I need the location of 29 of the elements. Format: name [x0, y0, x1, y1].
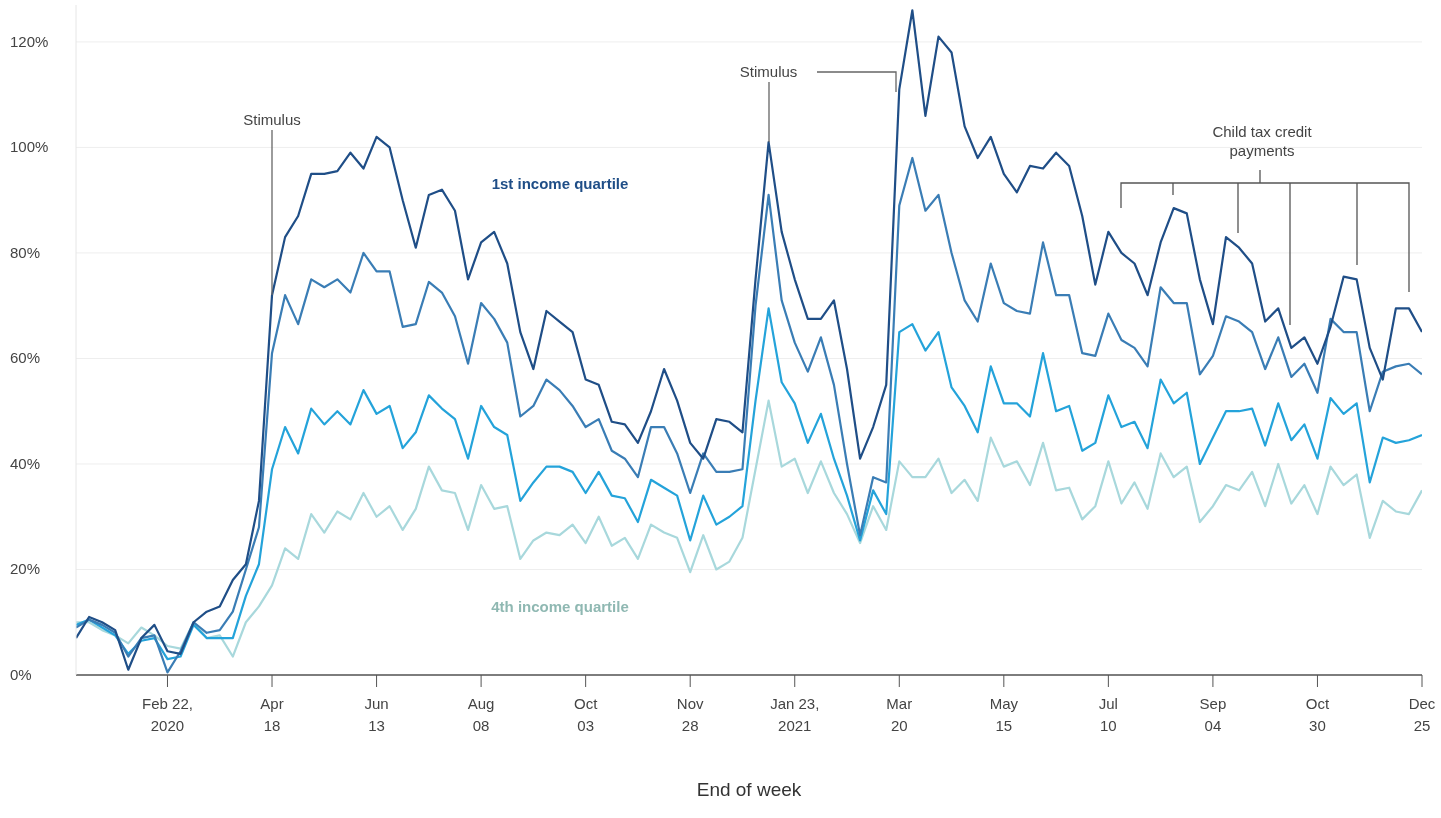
x-tick-label: Sep 04 [1199, 695, 1227, 734]
annotation: Stimulus [739, 63, 798, 81]
text: 4th income quartile [491, 597, 629, 615]
x-tick-label: Jul 10 [1098, 695, 1118, 734]
x-tick-label: Aug 08 [467, 695, 495, 734]
x-tick-label: Mar 20 [886, 695, 913, 734]
annotation: Stimulus [243, 111, 301, 129]
y-tick-label: 20% [10, 560, 41, 578]
x-tick-label: Feb 22, 2020 [142, 695, 193, 734]
y-tick-label: 0% [10, 666, 32, 683]
x-tick-label: Dec 25 [1408, 695, 1436, 734]
y-tick-label: 80% [10, 243, 41, 261]
line-series [76, 9, 1422, 671]
y-tick-label: 120% [10, 32, 49, 50]
x-tick-label: Nov 28 [676, 695, 705, 734]
y-tick-label: 40% [10, 454, 41, 472]
x-tick-label: Oct 03 [573, 695, 599, 734]
x-tick-label: May 15 [989, 695, 1019, 734]
y-tick-label: 60% [10, 349, 41, 367]
x-tick-label: Jun 13 [364, 695, 389, 734]
x-axis-title: End of week [696, 779, 802, 801]
x-tick-label: Jan 23, 2021 [770, 695, 820, 734]
x-tick-label: Apr 18 [260, 695, 284, 734]
annotation: Child tax credit payments [1211, 122, 1313, 160]
line-series [76, 399, 1422, 658]
y-tick-label: 100% [10, 138, 49, 156]
x-tick-label: Oct 30 [1305, 695, 1330, 734]
text: 1st income quartile [491, 174, 629, 192]
line-series [76, 307, 1422, 661]
